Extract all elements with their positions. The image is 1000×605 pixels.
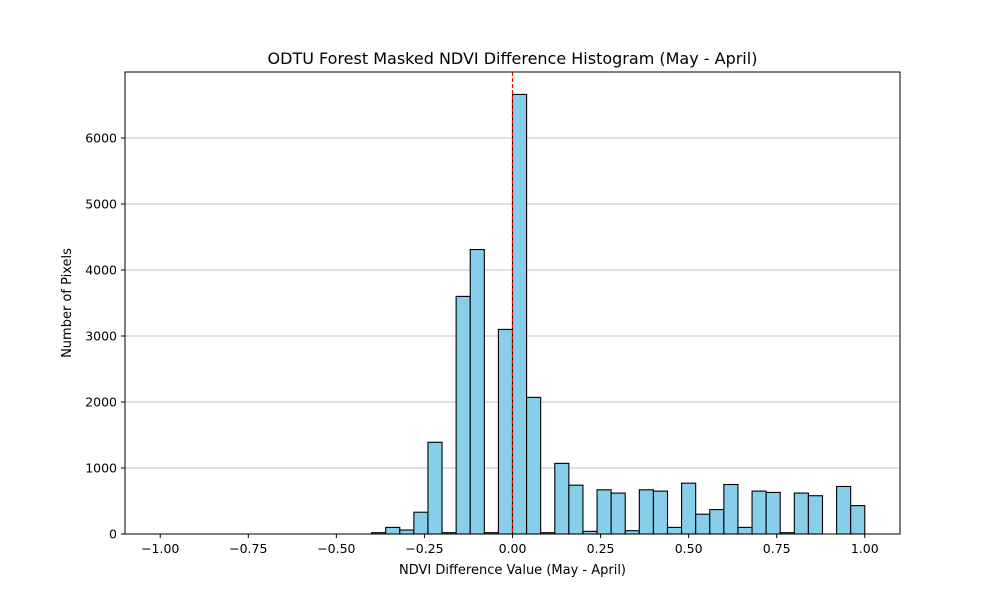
chart-title: ODTU Forest Masked NDVI Difference Histo… (268, 49, 758, 68)
histogram-bar (836, 485, 852, 535)
y-tick-label: 6000 (85, 131, 117, 146)
x-tick-label: −0.25 (405, 541, 443, 556)
histogram-bar (385, 526, 401, 535)
y-tick-label: 5000 (85, 197, 117, 212)
histogram-bar (638, 489, 654, 535)
histogram-bar (455, 295, 471, 535)
x-tick-label: 0.00 (499, 541, 527, 556)
histogram-bar (681, 482, 697, 535)
x-axis-label: NDVI Difference Value (May - April) (399, 563, 626, 578)
x-tick-label: 1.00 (851, 541, 879, 556)
histogram-bar (695, 513, 711, 535)
histogram-bar (399, 529, 415, 535)
x-tick-label: −0.50 (317, 541, 355, 556)
histogram-bar (413, 511, 429, 535)
histogram-bar (652, 490, 669, 535)
x-axis-ticks: −1.00 −0.75 −0.50 −0.25 0.00 0.25 0.50 0.75 1.00 (141, 534, 879, 556)
histogram-bar (568, 484, 584, 535)
histogram-bar (610, 492, 626, 535)
histogram-bars (371, 93, 866, 535)
histogram-bar (793, 492, 809, 535)
y-axis-label: Number of Pixels (60, 248, 75, 358)
histogram-bar (666, 526, 683, 535)
histogram-bar (850, 505, 866, 535)
y-tick-label: 2000 (85, 395, 117, 410)
histogram-bar (469, 248, 485, 535)
x-tick-label: 0.50 (675, 541, 703, 556)
histogram-bar (807, 495, 824, 535)
histogram-bar (497, 328, 514, 535)
y-tick-label: 0 (109, 527, 117, 542)
y-tick-label: 1000 (85, 461, 117, 476)
histogram-bar (511, 93, 528, 535)
histogram-bar (554, 462, 570, 535)
x-tick-label: 0.75 (763, 541, 791, 556)
y-axis-ticks: 0 1000 2000 3000 4000 5000 6000 (85, 131, 125, 542)
y-tick-label: 3000 (85, 329, 117, 344)
x-tick-label: −0.75 (229, 541, 267, 556)
y-tick-label: 4000 (85, 263, 117, 278)
x-tick-label: −1.00 (141, 541, 179, 556)
histogram-bar (596, 489, 612, 535)
histogram-bar (723, 483, 739, 535)
histogram-bar (751, 490, 767, 535)
histogram-bar (427, 441, 443, 535)
histogram-bar (765, 491, 781, 535)
histogram-bar (709, 509, 725, 535)
histogram-bar (526, 396, 542, 535)
histogram-bar (737, 526, 753, 535)
x-tick-label: 0.25 (587, 541, 615, 556)
